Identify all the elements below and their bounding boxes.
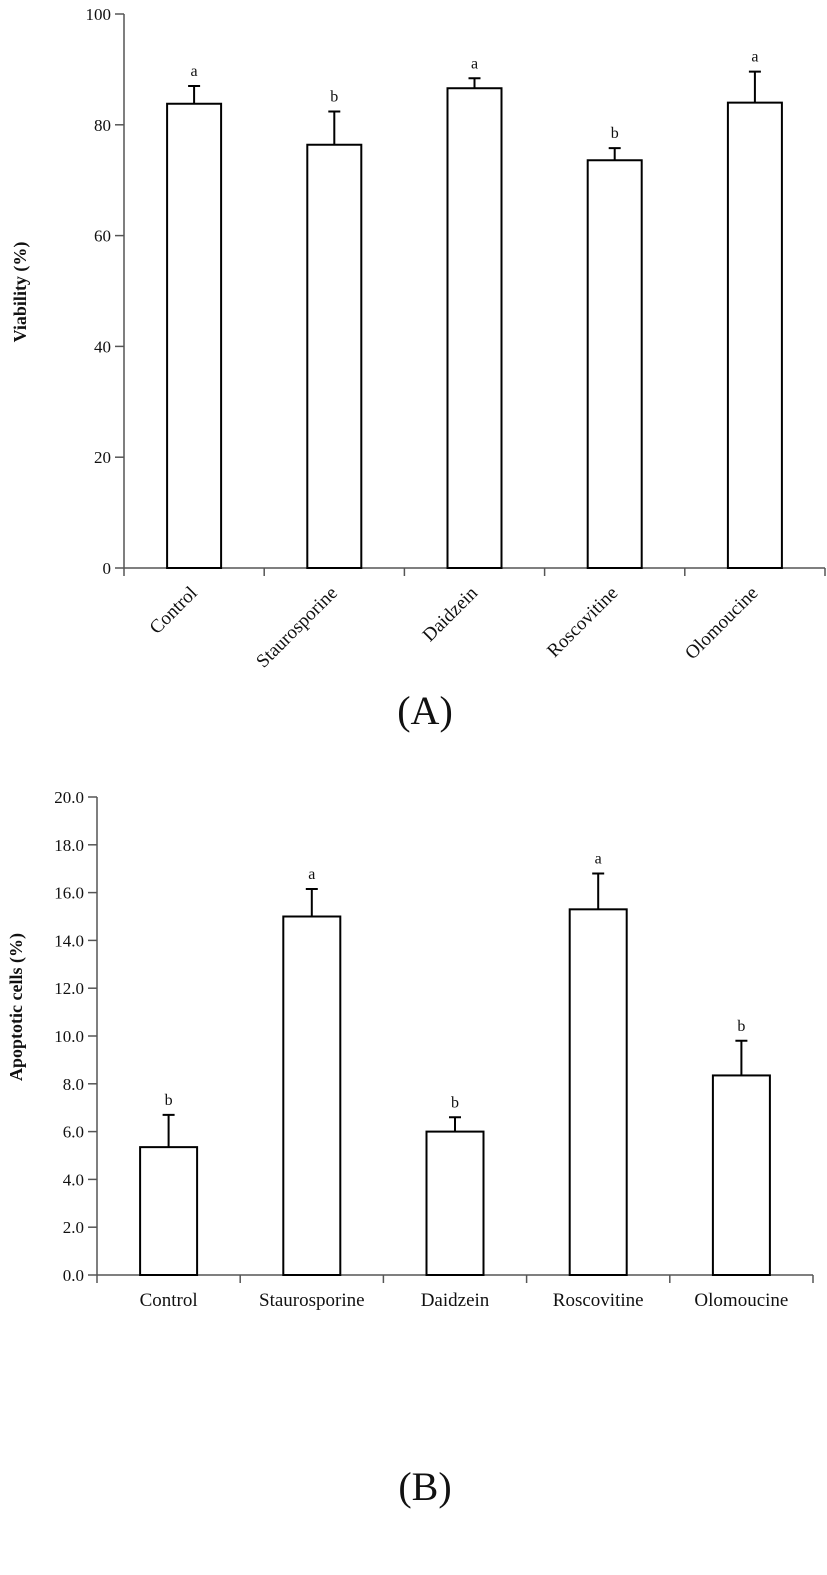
bar-staurosporine xyxy=(282,915,342,1276)
y-tick-label: 0.0 xyxy=(63,1266,84,1285)
error-bar-control xyxy=(188,85,201,104)
bar-roscovitine xyxy=(568,908,628,1277)
bar-olomoucine xyxy=(726,101,783,569)
bar-olomoucine xyxy=(711,1074,771,1277)
bar-roscovitine xyxy=(586,159,643,569)
y-tick-label: 20 xyxy=(94,448,111,467)
y-tick-label: 18.0 xyxy=(54,836,84,855)
chart-apoptotic-cells: 0.0 2.0 4.0 6.0 8.0 10.0 12.0 14.0 16.0 18.0 20.0 b… xyxy=(6,788,814,1509)
y-tick-label: 100 xyxy=(86,5,112,24)
significance-label: a xyxy=(751,49,758,66)
error-bar-roscovitine xyxy=(608,147,621,161)
significance-label: a xyxy=(308,866,315,883)
significance-label: a xyxy=(471,55,478,72)
category-label: Daidzein xyxy=(419,582,483,646)
bar-staurosporine xyxy=(306,143,363,570)
significance-label: b xyxy=(451,1094,459,1111)
category-label: Olomoucine xyxy=(694,1290,788,1311)
error-bar-staurosporine xyxy=(328,110,341,145)
significance-label: a xyxy=(595,850,602,867)
y-tick-label: 10.0 xyxy=(54,1027,84,1046)
error-bar-daidzein xyxy=(449,1116,461,1132)
error-bar-roscovitine xyxy=(592,872,605,910)
bar-daidzein xyxy=(446,87,503,570)
category-label: Staurosporine xyxy=(252,583,341,672)
category-label: Olomoucine xyxy=(681,583,762,664)
bar-control xyxy=(139,1146,199,1277)
error-bar-staurosporine xyxy=(305,888,318,917)
significance-label: b xyxy=(737,1018,745,1035)
error-bar-control xyxy=(162,1113,175,1148)
y-tick-label: 14.0 xyxy=(54,931,84,950)
y-tick-label: 6.0 xyxy=(63,1123,84,1142)
y-tick-label: 8.0 xyxy=(63,1075,84,1094)
y-tick-label: 40 xyxy=(94,337,111,356)
y-tick-label: 2.0 xyxy=(63,1218,84,1237)
panel-label: (A) xyxy=(397,688,453,733)
y-tick-label: 20.0 xyxy=(54,788,84,807)
y-axis-title: Apoptotic cells (%) xyxy=(6,933,27,1081)
y-tick-label: 80 xyxy=(94,116,111,135)
category-label: Roscovitine xyxy=(553,1290,644,1311)
bar-control xyxy=(166,102,223,570)
error-bar-olomoucine xyxy=(748,70,761,103)
y-tick-label: 4.0 xyxy=(63,1170,84,1189)
error-bar-daidzein xyxy=(468,77,481,89)
category-label: Roscovitine xyxy=(543,583,622,662)
category-label: Control xyxy=(140,1290,198,1311)
panel-label: (B) xyxy=(398,1464,451,1509)
category-label: Daidzein xyxy=(421,1290,490,1311)
significance-label: a xyxy=(191,63,198,80)
significance-label: b xyxy=(330,89,338,106)
significance-label: b xyxy=(165,1092,173,1109)
bar-daidzein xyxy=(425,1130,485,1276)
chart-viability: 0 20 40 60 80 100 a Control b Staurosporine a Daidz… xyxy=(10,5,826,733)
category-label: Staurosporine xyxy=(259,1290,365,1311)
category-label: Control xyxy=(146,583,202,639)
y-tick-label: 0 xyxy=(103,559,112,578)
error-bar-olomoucine xyxy=(735,1039,748,1076)
y-tick-label: 12.0 xyxy=(54,979,84,998)
y-axis-title: Viability (%) xyxy=(10,242,31,343)
y-tick-label: 60 xyxy=(94,227,111,246)
y-tick-label: 16.0 xyxy=(54,884,84,903)
significance-label: b xyxy=(611,125,619,142)
